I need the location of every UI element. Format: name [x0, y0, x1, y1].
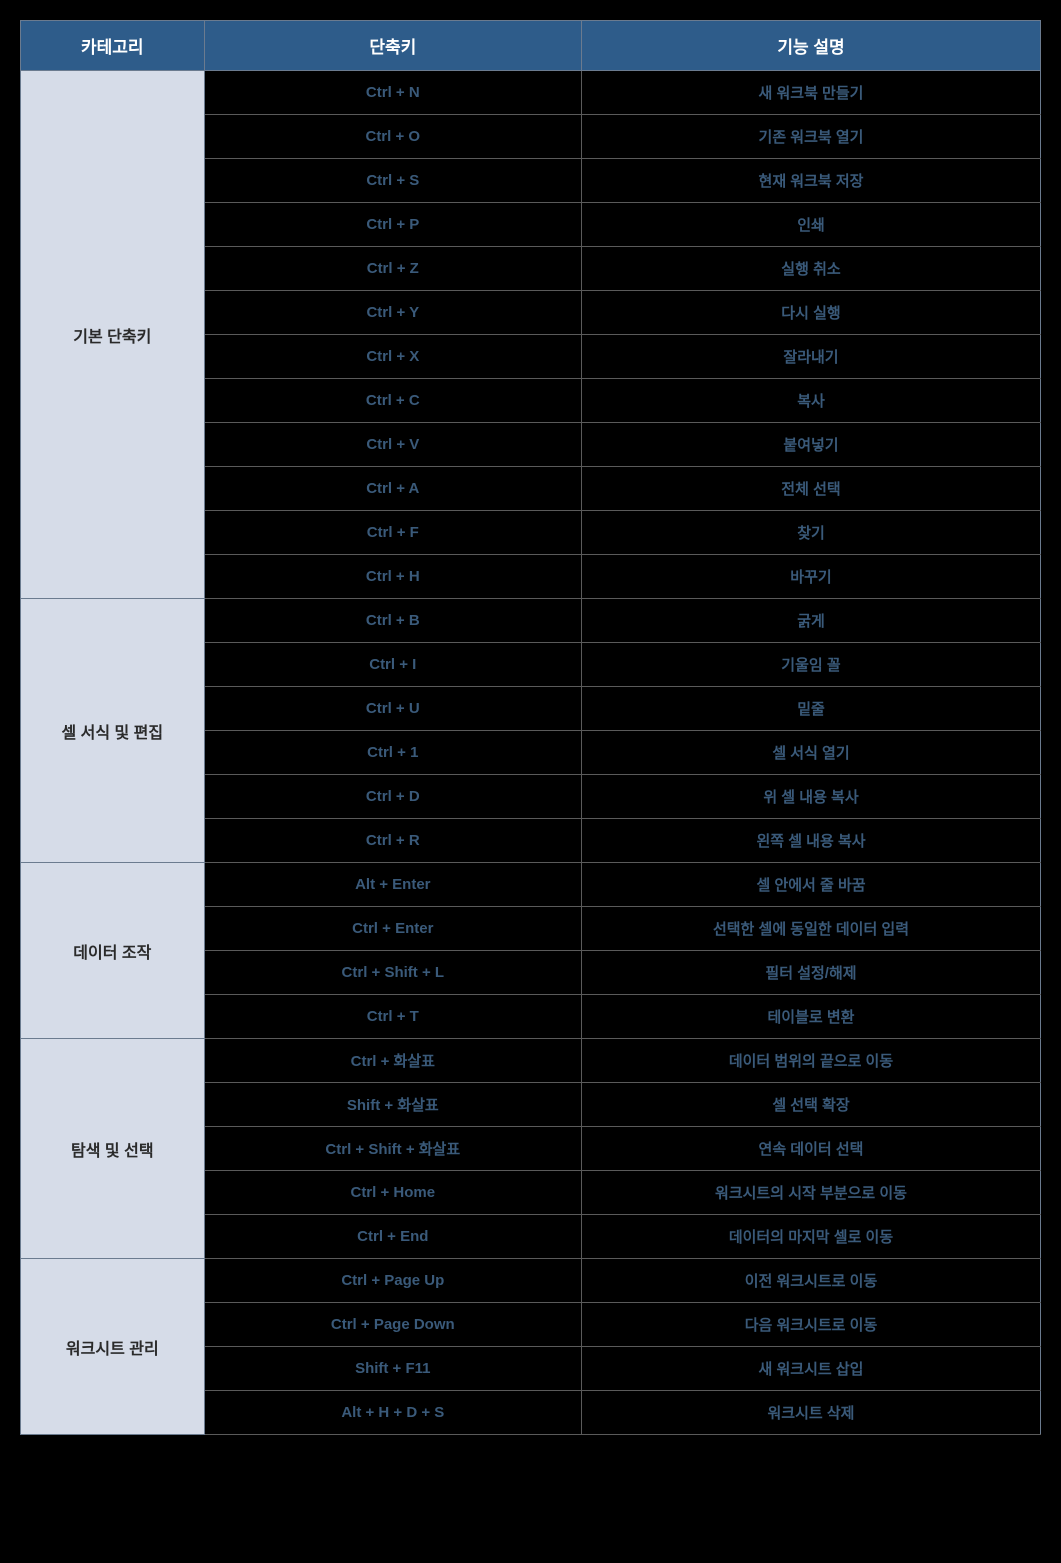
description-cell: 밑줄 — [581, 687, 1040, 731]
description-cell: 테이블로 변환 — [581, 995, 1040, 1039]
description-cell: 인쇄 — [581, 203, 1040, 247]
description-cell: 다음 워크시트로 이동 — [581, 1303, 1040, 1347]
shortcut-cell: Ctrl + U — [204, 687, 581, 731]
description-cell: 셀 선택 확장 — [581, 1083, 1040, 1127]
description-cell: 선택한 셀에 동일한 데이터 입력 — [581, 907, 1040, 951]
shortcut-cell: Alt + H + D + S — [204, 1391, 581, 1435]
table-row: 탐색 및 선택Ctrl + 화살표데이터 범위의 끝으로 이동 — [21, 1039, 1041, 1083]
shortcut-cell: Ctrl + Page Up — [204, 1259, 581, 1303]
description-cell: 복사 — [581, 379, 1040, 423]
shortcut-cell: Ctrl + Page Down — [204, 1303, 581, 1347]
shortcut-cell: Ctrl + Home — [204, 1171, 581, 1215]
shortcut-cell: Ctrl + D — [204, 775, 581, 819]
description-cell: 이전 워크시트로 이동 — [581, 1259, 1040, 1303]
description-cell: 연속 데이터 선택 — [581, 1127, 1040, 1171]
description-cell: 워크시트의 시작 부분으로 이동 — [581, 1171, 1040, 1215]
description-cell: 데이터 범위의 끝으로 이동 — [581, 1039, 1040, 1083]
header-category: 카테고리 — [21, 21, 205, 71]
shortcut-cell: Ctrl + H — [204, 555, 581, 599]
shortcut-cell: Ctrl + End — [204, 1215, 581, 1259]
shortcut-cell: Ctrl + B — [204, 599, 581, 643]
description-cell: 기울임 꼴 — [581, 643, 1040, 687]
shortcut-cell: Ctrl + 1 — [204, 731, 581, 775]
shortcut-cell: Ctrl + T — [204, 995, 581, 1039]
description-cell: 셀 안에서 줄 바꿈 — [581, 863, 1040, 907]
shortcut-cell: Ctrl + Enter — [204, 907, 581, 951]
category-cell: 탐색 및 선택 — [21, 1039, 205, 1259]
description-cell: 데이터의 마지막 셀로 이동 — [581, 1215, 1040, 1259]
shortcut-cell: Ctrl + I — [204, 643, 581, 687]
table-row: 기본 단축키Ctrl + N새 워크북 만들기 — [21, 71, 1041, 115]
description-cell: 현재 워크북 저장 — [581, 159, 1040, 203]
description-cell: 필터 설정/해제 — [581, 951, 1040, 995]
description-cell: 셀 서식 열기 — [581, 731, 1040, 775]
description-cell: 위 셀 내용 복사 — [581, 775, 1040, 819]
description-cell: 붙여넣기 — [581, 423, 1040, 467]
category-cell: 기본 단축키 — [21, 71, 205, 599]
shortcut-cell: Ctrl + R — [204, 819, 581, 863]
shortcut-cell: Shift + F11 — [204, 1347, 581, 1391]
table-row: 셀 서식 및 편집Ctrl + B굵게 — [21, 599, 1041, 643]
description-cell: 잘라내기 — [581, 335, 1040, 379]
table-body: 기본 단축키Ctrl + N새 워크북 만들기Ctrl + O기존 워크북 열기… — [21, 71, 1041, 1435]
description-cell: 바꾸기 — [581, 555, 1040, 599]
shortcut-cell: Ctrl + C — [204, 379, 581, 423]
description-cell: 새 워크북 만들기 — [581, 71, 1040, 115]
shortcut-cell: Ctrl + P — [204, 203, 581, 247]
header-description: 기능 설명 — [581, 21, 1040, 71]
description-cell: 왼쪽 셀 내용 복사 — [581, 819, 1040, 863]
shortcut-cell: Ctrl + 화살표 — [204, 1039, 581, 1083]
shortcut-cell: Ctrl + V — [204, 423, 581, 467]
shortcut-cell: Ctrl + Shift + 화살표 — [204, 1127, 581, 1171]
description-cell: 굵게 — [581, 599, 1040, 643]
shortcut-cell: Shift + 화살표 — [204, 1083, 581, 1127]
description-cell: 전체 선택 — [581, 467, 1040, 511]
category-cell: 데이터 조작 — [21, 863, 205, 1039]
shortcut-cell: Ctrl + Shift + L — [204, 951, 581, 995]
shortcut-cell: Ctrl + X — [204, 335, 581, 379]
description-cell: 워크시트 삭제 — [581, 1391, 1040, 1435]
shortcut-cell: Ctrl + O — [204, 115, 581, 159]
shortcut-cell: Ctrl + N — [204, 71, 581, 115]
category-cell: 워크시트 관리 — [21, 1259, 205, 1435]
description-cell: 실행 취소 — [581, 247, 1040, 291]
description-cell: 기존 워크북 열기 — [581, 115, 1040, 159]
shortcut-cell: Alt + Enter — [204, 863, 581, 907]
shortcut-cell: Ctrl + Y — [204, 291, 581, 335]
category-cell: 셀 서식 및 편집 — [21, 599, 205, 863]
header-shortcut: 단축키 — [204, 21, 581, 71]
description-cell: 다시 실행 — [581, 291, 1040, 335]
description-cell: 새 워크시트 삽입 — [581, 1347, 1040, 1391]
shortcut-cell: Ctrl + Z — [204, 247, 581, 291]
table-header: 카테고리 단축키 기능 설명 — [21, 21, 1041, 71]
shortcut-cell: Ctrl + S — [204, 159, 581, 203]
table-row: 데이터 조작Alt + Enter셀 안에서 줄 바꿈 — [21, 863, 1041, 907]
table-row: 워크시트 관리Ctrl + Page Up이전 워크시트로 이동 — [21, 1259, 1041, 1303]
shortcut-cell: Ctrl + A — [204, 467, 581, 511]
description-cell: 찾기 — [581, 511, 1040, 555]
shortcut-table: 카테고리 단축키 기능 설명 기본 단축키Ctrl + N새 워크북 만들기Ct… — [20, 20, 1041, 1435]
shortcut-cell: Ctrl + F — [204, 511, 581, 555]
